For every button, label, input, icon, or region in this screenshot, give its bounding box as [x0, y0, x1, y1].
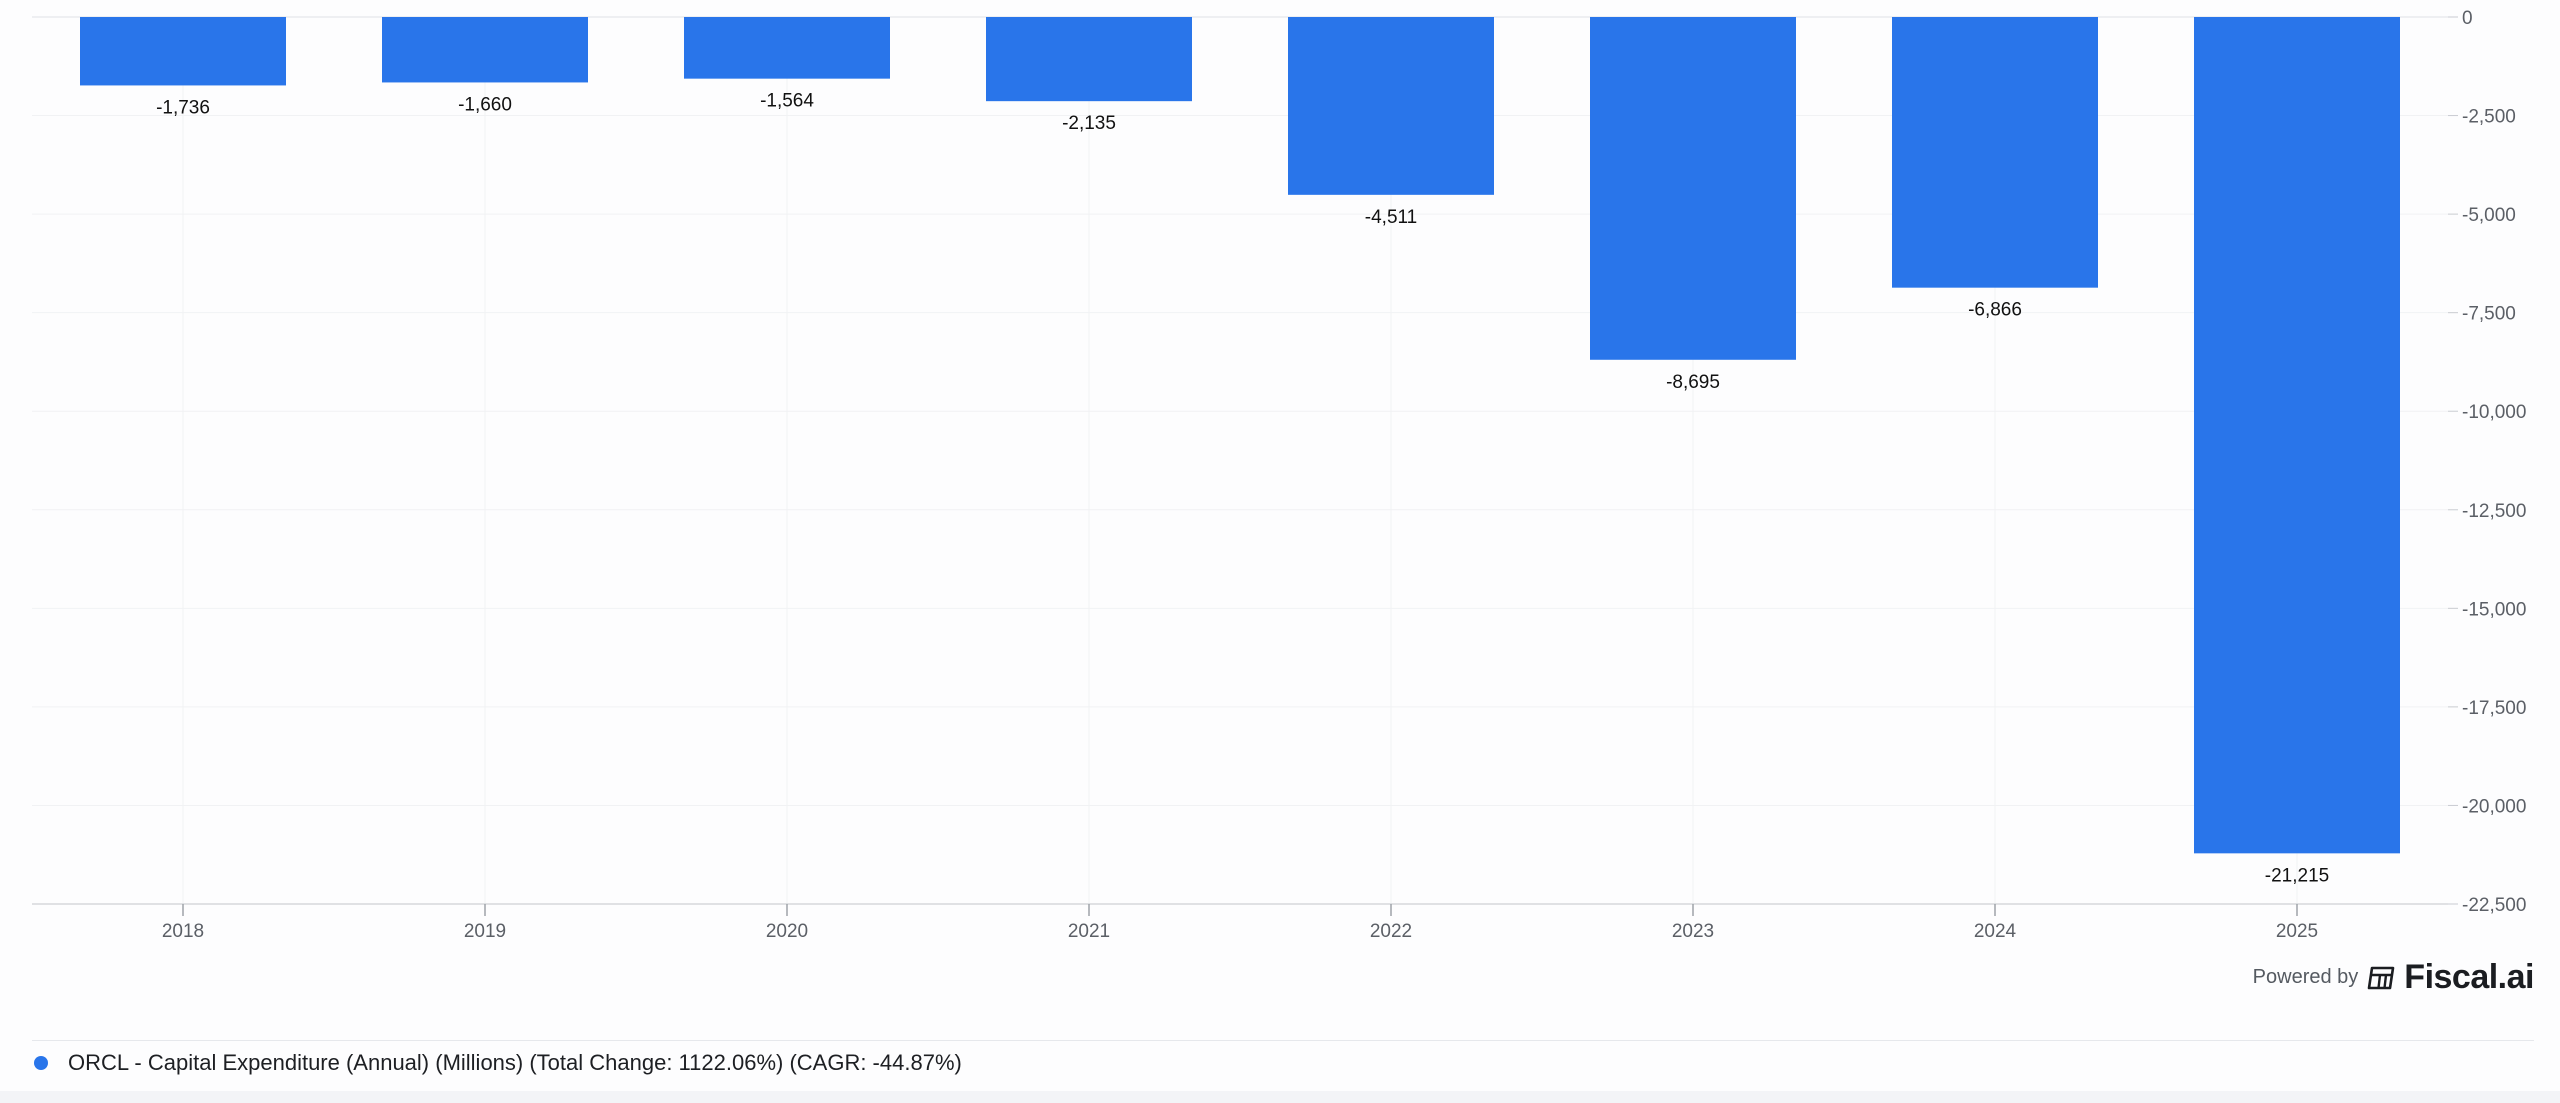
bottom-strip — [0, 1091, 2560, 1103]
powered-by-credit[interactable]: Powered by Fiscal.ai — [2252, 958, 2535, 997]
legend-marker — [34, 1056, 48, 1070]
y-tick-label: -20,000 — [2462, 796, 2526, 817]
bar-2025[interactable] — [2194, 17, 2400, 854]
y-tick-label: -5,000 — [2462, 205, 2516, 226]
y-tick-label: -17,500 — [2462, 698, 2526, 719]
bar-2022[interactable] — [1288, 17, 1494, 195]
data-label-2021: -2,135 — [1062, 113, 1116, 134]
x-tick-label-2018: 2018 — [162, 921, 204, 942]
data-label-2023: -8,695 — [1666, 372, 1720, 393]
powered-by-text: Powered by — [2252, 966, 2359, 988]
chart-legend[interactable]: ORCL - Capital Expenditure (Annual) (Mil… — [34, 1050, 962, 1076]
x-tick-label-2025: 2025 — [2276, 921, 2318, 942]
x-tick-label-2020: 2020 — [766, 921, 808, 942]
y-tick-label: -10,000 — [2462, 402, 2526, 423]
x-tick-label-2023: 2023 — [1672, 921, 1714, 942]
y-tick-label: -7,500 — [2462, 304, 2516, 325]
x-tick-label-2024: 2024 — [1974, 921, 2017, 942]
bar-2020[interactable] — [684, 17, 890, 79]
data-label-2018: -1,736 — [156, 97, 210, 118]
data-label-2022: -4,511 — [1365, 207, 1417, 228]
x-tick-label-2019: 2019 — [464, 921, 506, 942]
data-label-2020: -1,564 — [760, 91, 814, 112]
legend-divider — [32, 1040, 2534, 1041]
y-tick-label: -22,500 — [2462, 895, 2526, 916]
data-label-2019: -1,660 — [458, 94, 512, 115]
bar-chart: 0 -2,500 -5,000 -7,500 -10,000 -12,500 -15,000… — [32, 8, 2526, 942]
bar-2024[interactable] — [1892, 17, 2098, 288]
y-tick-label: 0 — [2462, 8, 2473, 29]
bar-2021[interactable] — [986, 17, 1192, 102]
legend-label: ORCL - Capital Expenditure (Annual) (Mil… — [68, 1050, 962, 1075]
x-tick-label-2022: 2022 — [1370, 921, 1412, 942]
data-label-2024: -6,866 — [1968, 300, 2022, 321]
y-tick-label: -2,500 — [2462, 107, 2516, 128]
bar-2018[interactable] — [80, 17, 286, 86]
brand-name: Fiscal.ai — [2404, 958, 2534, 996]
x-tick-label-2021: 2021 — [1068, 921, 1110, 942]
data-label-2025: -21,215 — [2265, 865, 2329, 886]
y-tick-label: -12,500 — [2462, 501, 2526, 522]
fiscal-logo-icon — [2367, 966, 2395, 989]
y-tick-label: -15,000 — [2462, 599, 2526, 620]
bar-2019[interactable] — [382, 17, 588, 83]
bar-2023[interactable] — [1590, 17, 1796, 360]
